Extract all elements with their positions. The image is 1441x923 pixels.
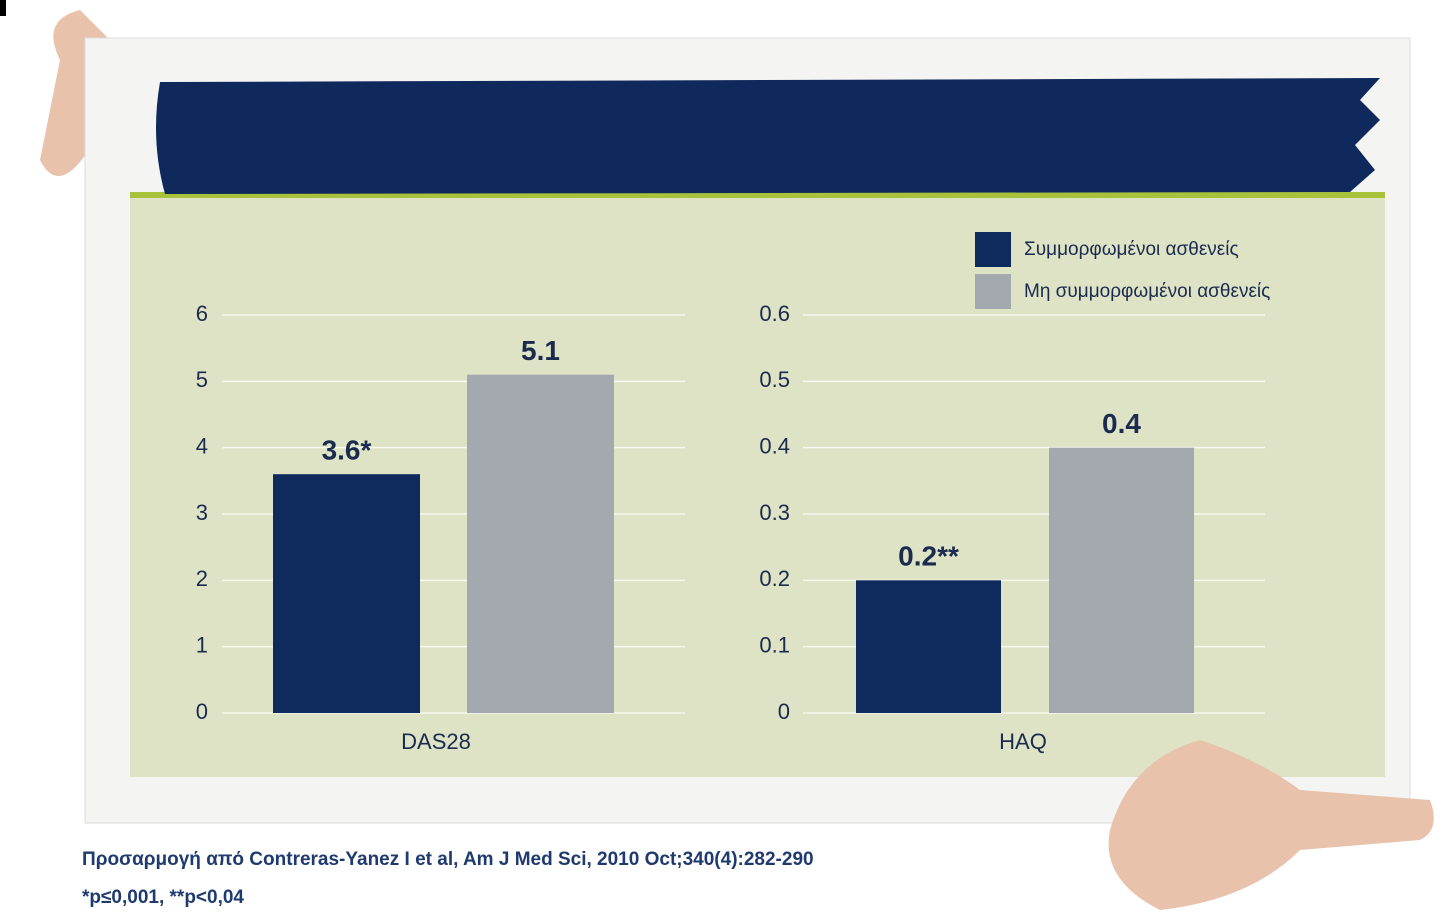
value-label: 0.4	[1102, 408, 1141, 439]
accent-line	[130, 192, 1385, 198]
bar	[1049, 447, 1194, 713]
y-tick-label: 5	[196, 367, 208, 392]
legend-label: Μη συμμορφωμένοι ασθενείς	[1024, 281, 1270, 302]
legend-label: Συμμορφωμένοι ασθενείς	[1024, 239, 1239, 260]
y-tick-label: 6	[196, 301, 208, 326]
source-note: Προσαρμογή από Contreras-Yanez I et al, …	[82, 849, 814, 870]
y-tick-label: 2	[196, 566, 208, 591]
y-tick-label: 3	[196, 500, 208, 525]
value-label: 0.2**	[898, 541, 959, 572]
banner	[156, 78, 1380, 194]
y-tick-label: 0.4	[759, 433, 790, 458]
hand-right	[1108, 740, 1434, 910]
y-tick-label: 0.3	[759, 500, 790, 525]
legend-swatch	[975, 232, 1011, 267]
corner-mark	[0, 0, 6, 16]
y-tick-label: 0	[778, 699, 790, 724]
significance-note: *p≤0,001, **p<0,04	[82, 887, 244, 908]
bar	[273, 474, 420, 713]
x-tick-label: DAS28	[401, 729, 471, 754]
y-tick-label: 0	[196, 699, 208, 724]
bar	[467, 374, 614, 713]
x-tick-label: HAQ	[999, 729, 1047, 754]
y-tick-label: 1	[196, 632, 208, 657]
value-label: 3.6*	[322, 435, 372, 466]
y-tick-label: 0.5	[759, 367, 790, 392]
legend-swatch	[975, 274, 1011, 309]
y-tick-label: 0.2	[759, 566, 790, 591]
value-label: 5.1	[521, 335, 560, 366]
bar	[856, 580, 1001, 713]
y-tick-label: 0.6	[759, 301, 790, 326]
y-tick-label: 4	[196, 433, 208, 458]
y-tick-label: 0.1	[759, 632, 790, 657]
